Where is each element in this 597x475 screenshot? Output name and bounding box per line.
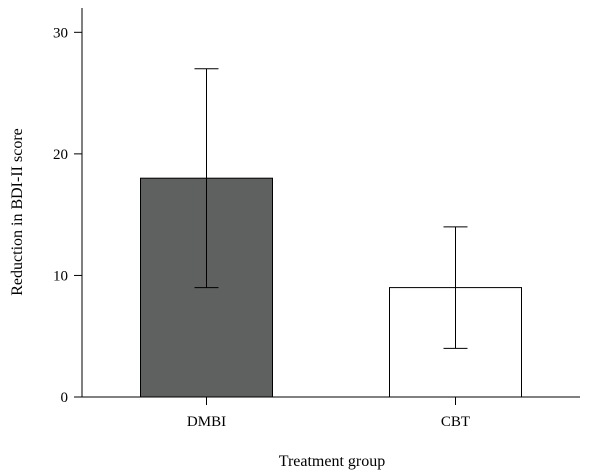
error-bars [194,68,468,349]
y-tick-label: 30 [53,25,68,41]
x-tick-label: CBT [441,414,470,430]
y-axis: 0 10 20 30 [53,8,83,406]
y-tick-label: 0 [61,390,69,406]
x-axis-title: Treatment group [279,453,386,470]
x-axis: DMBI CBT [82,396,580,430]
y-tick-label: 10 [53,268,68,284]
x-tick-label: DMBI [187,414,226,430]
y-axis-title: Reduction in BDI-II score [9,128,26,296]
y-tick-label: 20 [53,147,68,163]
